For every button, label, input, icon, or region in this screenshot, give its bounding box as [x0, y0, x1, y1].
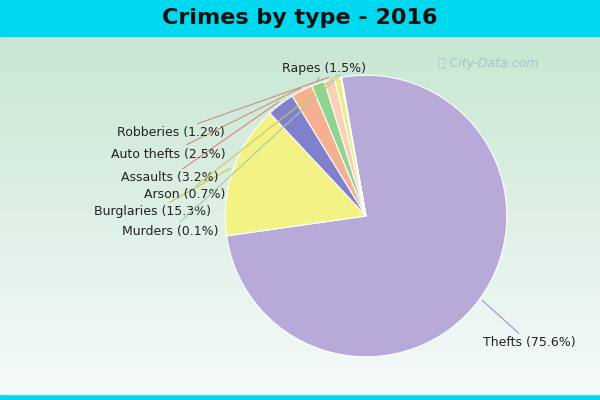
Bar: [0, 358, 600, 364]
Text: Arson (0.7%): Arson (0.7%): [144, 75, 337, 201]
Bar: [0, 370, 600, 376]
Bar: [0, 139, 600, 145]
Bar: [0, 285, 600, 291]
Bar: [0, 84, 600, 91]
Bar: [0, 121, 600, 127]
Wedge shape: [292, 86, 366, 216]
Bar: [0, 163, 600, 170]
Wedge shape: [312, 82, 366, 216]
Bar: [0, 133, 600, 139]
Bar: [0, 352, 600, 358]
Bar: [0, 254, 600, 260]
Text: Burglaries (15.3%): Burglaries (15.3%): [94, 168, 230, 218]
Bar: [0, 212, 600, 218]
Bar: [0, 315, 600, 321]
Bar: [0, 145, 600, 151]
Bar: [0, 30, 600, 36]
Wedge shape: [270, 96, 366, 216]
Bar: [0, 72, 600, 78]
Bar: [0, 266, 600, 273]
Bar: [0, 182, 600, 188]
Text: Rapes (1.5%): Rapes (1.5%): [282, 62, 366, 81]
Bar: [0, 42, 600, 48]
Bar: [0, 97, 600, 103]
Text: Crimes by type - 2016: Crimes by type - 2016: [162, 8, 438, 28]
Bar: [0, 206, 600, 212]
Bar: [0, 248, 600, 254]
Bar: [0, 151, 600, 157]
Bar: [0, 382, 600, 388]
Text: Auto thefts (2.5%): Auto thefts (2.5%): [110, 88, 301, 160]
Bar: [0, 78, 600, 84]
Bar: [0, 103, 600, 109]
Bar: [0, 321, 600, 327]
Bar: [0, 303, 600, 309]
Bar: [0, 242, 600, 248]
Bar: [0, 327, 600, 333]
Bar: [0, 291, 600, 297]
Bar: [0, 66, 600, 72]
Bar: [0, 309, 600, 315]
Text: ⓘ City-Data.com: ⓘ City-Data.com: [438, 58, 538, 70]
Bar: [0, 60, 600, 66]
Bar: [0, 333, 600, 339]
Bar: [0, 36, 600, 42]
Text: Robberies (1.2%): Robberies (1.2%): [118, 77, 329, 140]
Bar: [0, 218, 600, 224]
Bar: [0, 346, 600, 352]
Bar: [0, 0, 600, 36]
Wedge shape: [227, 75, 507, 357]
Bar: [0, 339, 600, 345]
Bar: [0, 127, 600, 133]
Text: Assaults (3.2%): Assaults (3.2%): [121, 102, 279, 184]
Wedge shape: [325, 79, 366, 216]
Wedge shape: [335, 78, 366, 216]
Bar: [0, 297, 600, 303]
Text: Thefts (75.6%): Thefts (75.6%): [482, 300, 575, 349]
Bar: [0, 115, 600, 121]
Bar: [0, 188, 600, 194]
Bar: [0, 200, 600, 206]
Bar: [0, 376, 600, 382]
Bar: [0, 364, 600, 370]
Bar: [0, 176, 600, 182]
Bar: [0, 54, 600, 60]
Bar: [0, 279, 600, 285]
Bar: [0, 170, 600, 176]
Bar: [0, 157, 600, 163]
Text: Murders (0.1%): Murders (0.1%): [122, 75, 341, 238]
Bar: [0, 90, 600, 97]
Bar: [0, 194, 600, 200]
Bar: [0, 109, 600, 115]
Bar: [0, 260, 600, 266]
Wedge shape: [225, 113, 366, 236]
Bar: [0, 388, 600, 394]
Bar: [0, 48, 600, 54]
Bar: [0, 236, 600, 242]
Bar: [0, 273, 600, 279]
Bar: [0, 224, 600, 230]
Bar: [0, 230, 600, 236]
Wedge shape: [341, 77, 366, 216]
